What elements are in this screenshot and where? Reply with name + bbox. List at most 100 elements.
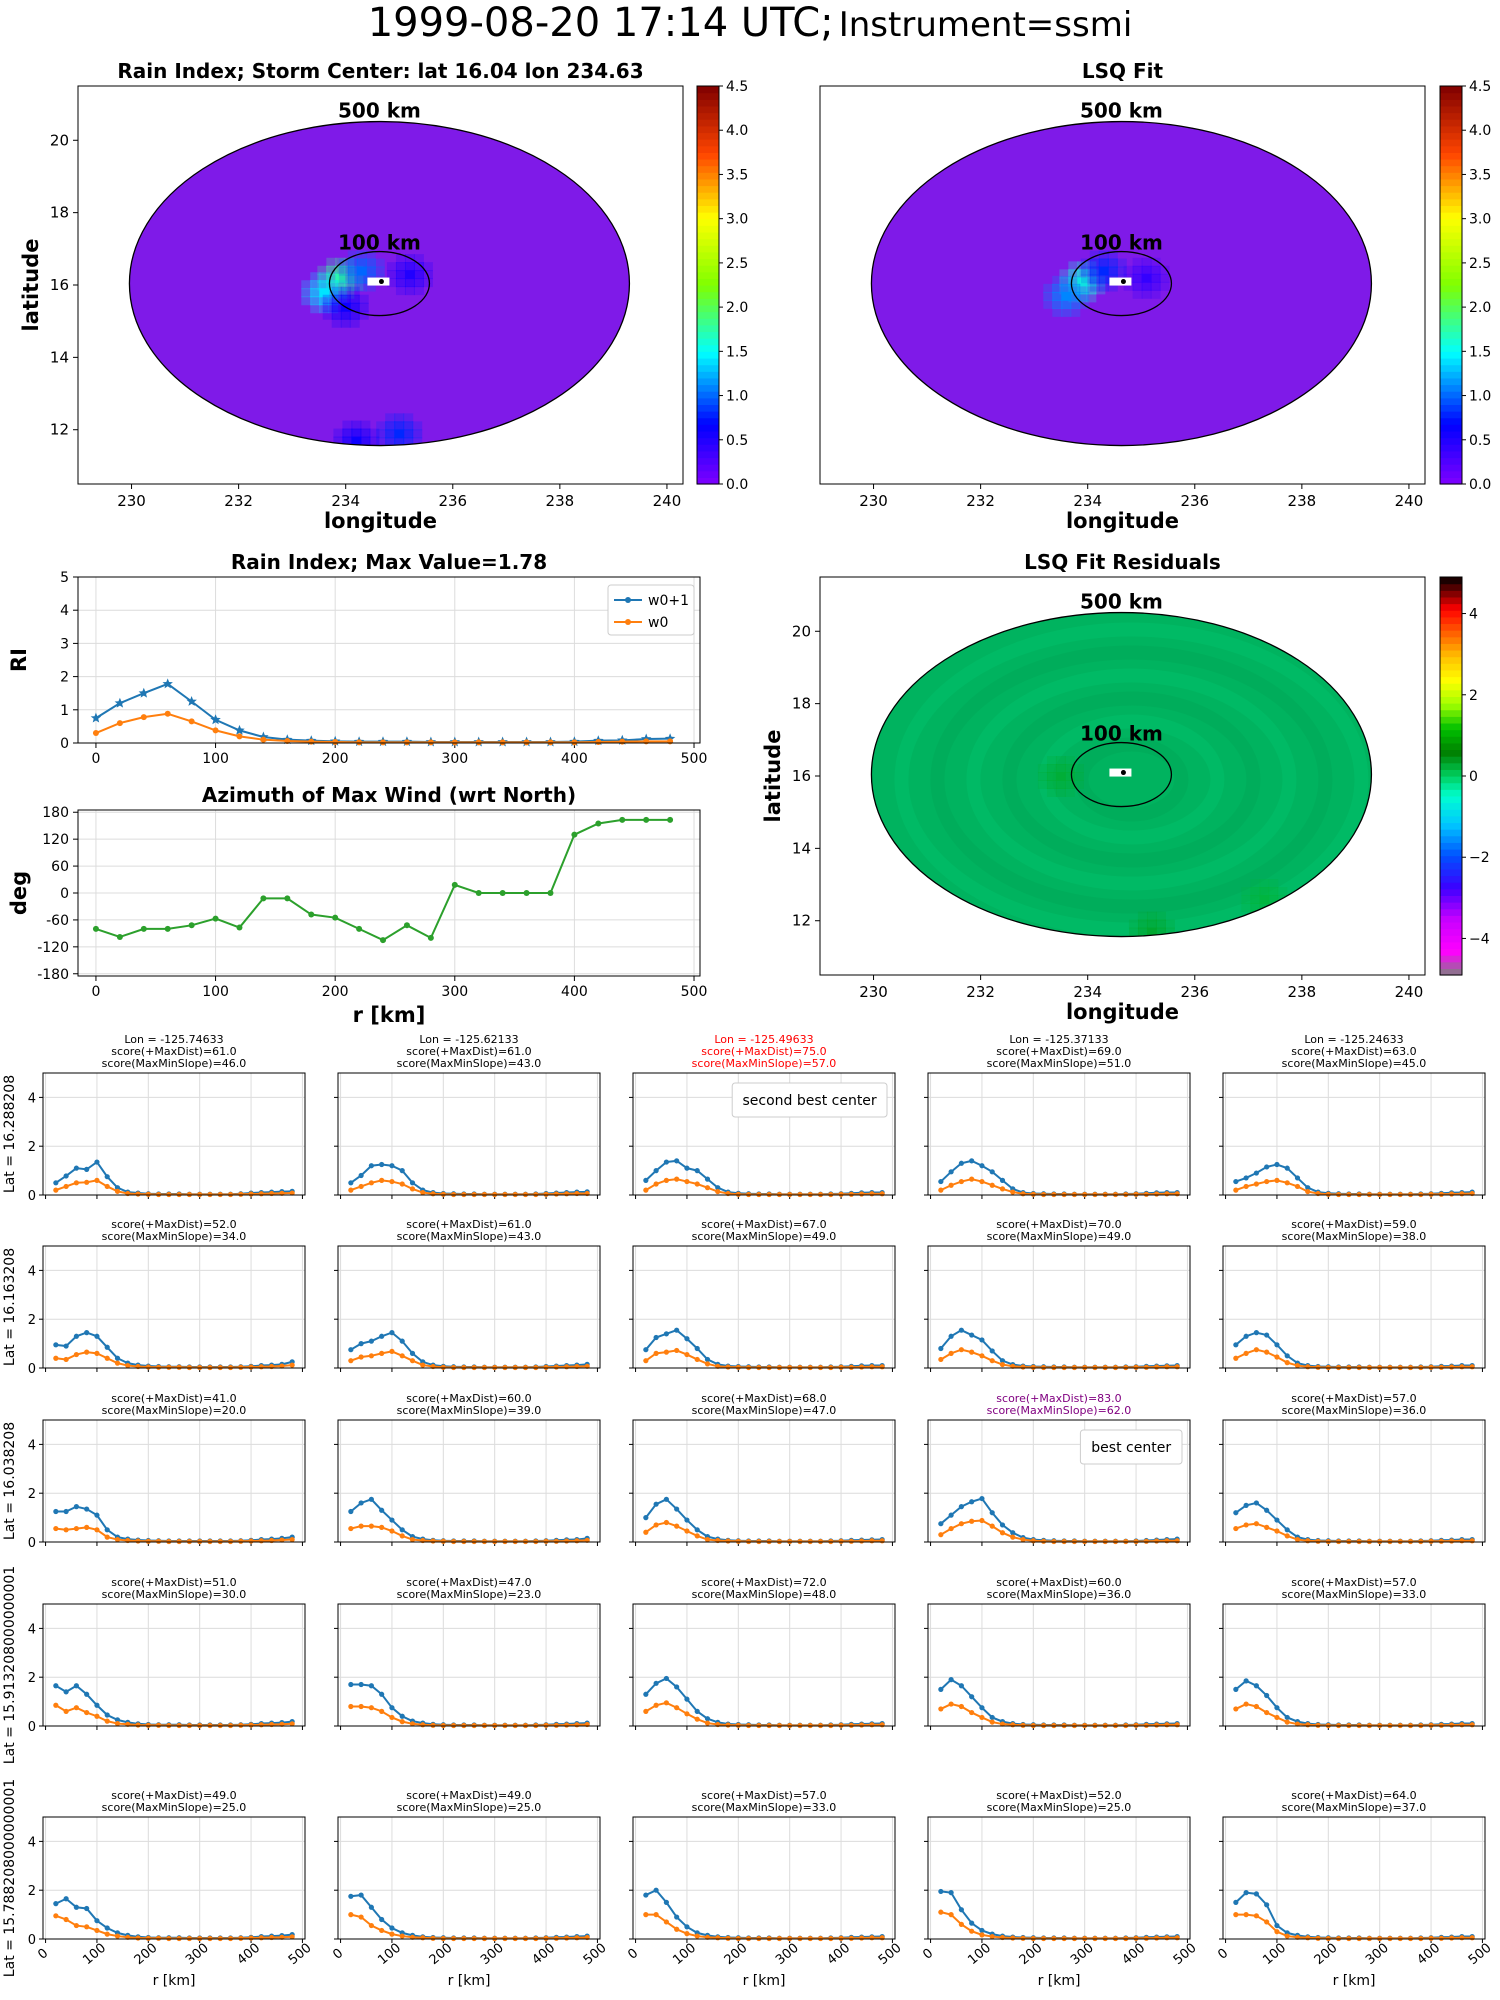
colorbar-cell [1440, 185, 1462, 193]
data-point-w0 [653, 1702, 659, 1708]
data-point-w0 [399, 1533, 405, 1539]
grid-plot-area [1223, 1246, 1485, 1368]
data-point-w0p1 [938, 1521, 944, 1527]
residual-ring [930, 645, 1333, 914]
data-point [380, 937, 387, 944]
colorbar-cell [1440, 444, 1462, 452]
data-point [162, 678, 173, 689]
x-tick-label: 200 [1312, 1941, 1341, 1968]
panel-score-line: Lon = -125.24633 [1304, 1033, 1403, 1046]
colorbar-cell [697, 285, 719, 293]
grid-panel: score(+MaxDist)=61.0score(MaxMinSlope)=4… [334, 1218, 601, 1372]
x-tick-label: 240 [653, 492, 682, 510]
y-tick-label: 14 [50, 348, 69, 366]
grid-panel: score(+MaxDist)=67.0score(MaxMinSlope)=4… [629, 1218, 896, 1372]
data-point-w0 [663, 1349, 669, 1355]
data-point-w0 [348, 1912, 354, 1918]
y-tick-label: 16 [50, 276, 69, 294]
data-point-w0 [859, 1364, 865, 1370]
row-lat-label: Lat = 16.038208 [2, 1422, 18, 1540]
data-point-w0p1 [53, 1342, 59, 1348]
data-point [164, 710, 171, 717]
colorbar-cell [1440, 411, 1462, 419]
y-tick-label: 5 [60, 570, 69, 586]
data-point-w0p1 [979, 1495, 985, 1502]
colorbar-cell [697, 417, 719, 425]
grid-xlabel: r [km] [1038, 1973, 1081, 1989]
grid-frame [927, 1419, 1191, 1543]
data-point-w0 [735, 1364, 741, 1370]
data-point [164, 925, 171, 932]
data-point-w0 [84, 1709, 90, 1716]
data-point-w0 [1294, 1536, 1301, 1543]
colorbar-cell [1440, 291, 1462, 299]
grid-xlabel: r [km] [1333, 1973, 1376, 1989]
data-point-w0p1 [969, 1158, 975, 1164]
data-point [571, 739, 578, 746]
data-point-w0 [1243, 1183, 1249, 1190]
heat-cell [1155, 911, 1166, 921]
data-point-w0p1 [358, 1341, 364, 1347]
y-tick-label: 180 [42, 805, 69, 821]
colorbar-cell [697, 119, 719, 127]
colorbar-cell [697, 464, 719, 472]
data-point-w0 [1294, 1721, 1301, 1727]
heat-cell [403, 429, 414, 439]
rain_profile-frame [77, 576, 701, 744]
rain_map-label-100: 100 km [338, 231, 421, 255]
data-point-w0p1 [684, 1924, 690, 1930]
data-point [619, 738, 626, 745]
heat-cell [395, 262, 406, 272]
data-point-w0 [94, 1527, 100, 1533]
colorbar-cell [697, 132, 719, 140]
data-point-w0p1 [399, 1713, 405, 1719]
y-tick-label: 4 [28, 1091, 36, 1106]
heat-cell [1241, 895, 1252, 905]
x-tick-label: 100 [80, 1941, 109, 1968]
heat-cell [394, 437, 405, 446]
data-point-w0p1 [653, 1887, 659, 1893]
colorbar-cell [1440, 311, 1462, 319]
data-point-w0 [379, 1177, 385, 1183]
data-point-w0 [643, 1358, 649, 1364]
heat-cell [385, 413, 396, 423]
panel-score-line: score(MaxMinSlope)=39.0 [397, 1404, 542, 1417]
data-point-w0p1 [399, 1168, 405, 1174]
heat-cell [369, 428, 380, 438]
colorbar-cell [1440, 683, 1462, 691]
grid-plot-area [1223, 1817, 1485, 1939]
grid-panel: Lon = -125.24633score(+MaxDist)=63.0scor… [1219, 1033, 1486, 1199]
data-point [90, 712, 102, 723]
grid-frame [927, 1816, 1191, 1940]
data-point-w0p1 [84, 1330, 90, 1336]
heat-cell [351, 436, 362, 446]
data-point-w0 [348, 1703, 354, 1710]
data-point-w0 [1233, 1525, 1239, 1532]
x-tick-label: 200 [1017, 1941, 1046, 1968]
data-point-w0 [543, 1935, 549, 1941]
colorbar-cell [1440, 145, 1462, 153]
data-point-w0 [838, 1722, 844, 1728]
colorbar-cell [1440, 815, 1462, 824]
x-tick-label: 400 [1414, 1941, 1443, 1968]
panel-score-line: score(MaxMinSlope)=57.0 [692, 1057, 837, 1070]
grid-frame [632, 1603, 896, 1727]
data-point-w0p1 [989, 1510, 995, 1516]
data-point [236, 733, 243, 740]
azimuth-xlabel: r [km] [353, 1003, 426, 1027]
colorbar-cell [1440, 895, 1462, 903]
grid-frame [337, 1603, 601, 1727]
heat-cell [310, 288, 321, 298]
data-point-w0p1 [348, 1347, 354, 1353]
data-point-w0 [94, 1713, 100, 1719]
y-tick-label: 4 [28, 1438, 36, 1453]
data-point-w0 [1010, 1722, 1016, 1728]
data-point-w0p1 [674, 1327, 680, 1333]
data-point-w0 [1154, 1538, 1160, 1544]
heat-cell [1073, 780, 1084, 789]
data-point-w0 [389, 1178, 395, 1185]
colorbar-cell [1440, 689, 1462, 697]
heat-cell [319, 296, 330, 306]
rain_map-title: Rain Index; Storm Center: lat 16.04 lon … [117, 59, 643, 83]
data-point-w0 [1274, 1929, 1280, 1935]
